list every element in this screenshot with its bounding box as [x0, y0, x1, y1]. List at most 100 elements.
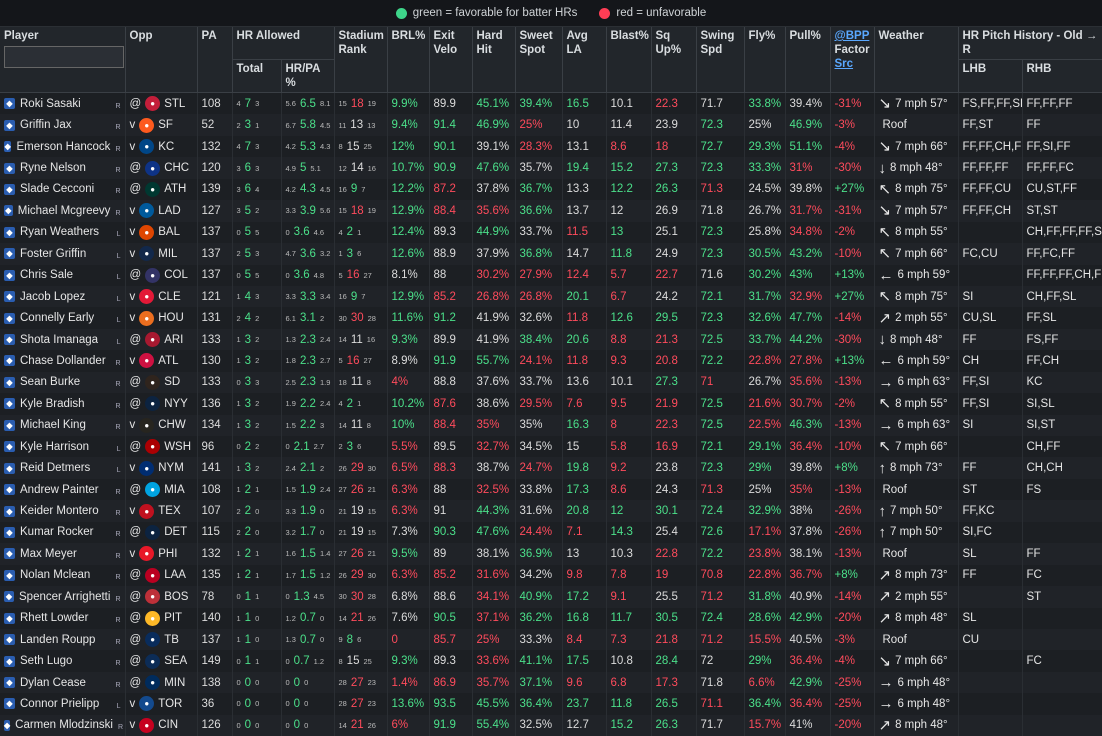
player-cell[interactable]: ◆ Shota Imanaga L — [0, 329, 125, 350]
header-opp[interactable]: Opp — [125, 27, 197, 93]
player-name[interactable]: Kyle Bradish — [20, 398, 85, 410]
player-name[interactable]: Reid Detmers — [20, 462, 90, 474]
player-name[interactable]: Ryan Weathers — [20, 226, 99, 238]
header-total[interactable]: Total — [232, 60, 281, 93]
header-pull[interactable]: Pull% — [785, 27, 830, 93]
player-cell[interactable]: ◆ Rhett Lowder R — [0, 608, 125, 629]
header-swing-spd[interactable]: Swing Spd — [696, 27, 744, 93]
player-name[interactable]: Landen Roupp — [20, 634, 95, 646]
player-name[interactable]: Slade Cecconi — [20, 183, 94, 195]
player-name[interactable]: Andrew Painter — [20, 484, 99, 496]
header-weather[interactable]: Weather — [874, 27, 958, 93]
header-blast[interactable]: Blast% — [606, 27, 651, 93]
player-name[interactable]: Rhett Lowder — [20, 612, 88, 624]
player-cell[interactable]: ◆ Chase Dollander R — [0, 350, 125, 371]
player-cell[interactable]: ◆ Michael Mcgreevy R — [0, 200, 125, 221]
header-avg-la[interactable]: Avg LA — [562, 27, 606, 93]
header-hard-hit[interactable]: Hard Hit — [472, 27, 515, 93]
player-cell[interactable]: ◆ Seth Lugo R — [0, 650, 125, 671]
player-cell[interactable]: ◆ Connor Prielipp L — [0, 693, 125, 714]
player-search-input[interactable] — [4, 46, 124, 68]
player-cell[interactable]: ◆ Kyle Harrison L — [0, 436, 125, 457]
player-name[interactable]: Sean Burke — [20, 376, 80, 388]
bpp-link[interactable]: @BPP — [835, 30, 870, 42]
player-name[interactable]: Emerson Hancock — [16, 141, 110, 153]
player-name[interactable]: Foster Griffin — [20, 248, 86, 260]
player-cell[interactable]: ◆ Connelly Early L — [0, 307, 125, 328]
header-lhb[interactable]: LHB — [958, 60, 1022, 93]
player-name[interactable]: Max Meyer — [20, 548, 77, 560]
player-cell[interactable]: ◆ Reid Detmers L — [0, 457, 125, 478]
header-sweet-spot[interactable]: Sweet Spot — [515, 27, 562, 93]
player-name[interactable]: Connor Prielipp — [20, 698, 99, 710]
player-name[interactable]: Jacob Lopez — [20, 291, 85, 303]
player-cell[interactable]: ◆ Nolan Mclean R — [0, 565, 125, 586]
header-park-factor[interactable]: @BPP Factor Src — [830, 27, 874, 93]
player-cell[interactable]: ◆ Keider Montero R — [0, 500, 125, 521]
player-name[interactable]: Connelly Early — [20, 312, 94, 324]
header-pa[interactable]: PA — [197, 27, 232, 93]
player-cell[interactable]: ◆ Carmen Mlodzinski R — [0, 715, 125, 736]
player-name[interactable]: Keider Montero — [20, 505, 99, 517]
player-cell[interactable]: ◆ Ryne Nelson R — [0, 157, 125, 178]
player-cell[interactable]: ◆ Michael King R — [0, 415, 125, 436]
player-cell[interactable]: ◆ Max Meyer R — [0, 543, 125, 564]
player-name[interactable]: Chase Dollander — [20, 355, 106, 367]
player-cell[interactable]: ◆ Sean Burke R — [0, 372, 125, 393]
player-cell[interactable]: ◆ Jacob Lopez L — [0, 286, 125, 307]
header-squp[interactable]: Sq Up% — [651, 27, 696, 93]
player-cell[interactable]: ◆ Spencer Arrighetti R — [0, 586, 125, 607]
player-name[interactable]: Kyle Harrison — [20, 441, 89, 453]
header-exit-velo[interactable]: Exit Velo — [429, 27, 472, 93]
player-cell[interactable]: ◆ Kyle Bradish R — [0, 393, 125, 414]
player-cell[interactable]: ◆ Chris Sale L — [0, 265, 125, 286]
player-name[interactable]: Nolan Mclean — [20, 569, 90, 581]
src-link[interactable]: Src — [835, 58, 854, 70]
player-name[interactable]: Shota Imanaga — [20, 334, 98, 346]
player-cell[interactable]: ◆ Griffin Jax R — [0, 114, 125, 135]
player-cell[interactable]: ◆ Andrew Painter R — [0, 479, 125, 500]
player-cell[interactable]: ◆ Emerson Hancock R — [0, 136, 125, 157]
player-name[interactable]: Carmen Mlodzinski — [15, 719, 113, 731]
header-hr-pa[interactable]: HR/PA % — [281, 60, 334, 93]
player-cell[interactable]: ◆ Dylan Cease R — [0, 672, 125, 693]
player-name[interactable]: Michael Mcgreevy — [18, 205, 111, 217]
header-rhb[interactable]: RHB — [1022, 60, 1102, 93]
player-name[interactable]: Michael King — [20, 419, 86, 431]
player-name[interactable]: Spencer Arrighetti — [19, 591, 110, 603]
player-cell[interactable]: ◆ Landen Roupp R — [0, 629, 125, 650]
player-name[interactable]: Roki Sasaki — [20, 98, 81, 110]
player-name[interactable]: Kumar Rocker — [20, 526, 94, 538]
player-name[interactable]: Seth Lugo — [20, 655, 72, 667]
player-cell[interactable]: ◆ Kumar Rocker R — [0, 522, 125, 543]
